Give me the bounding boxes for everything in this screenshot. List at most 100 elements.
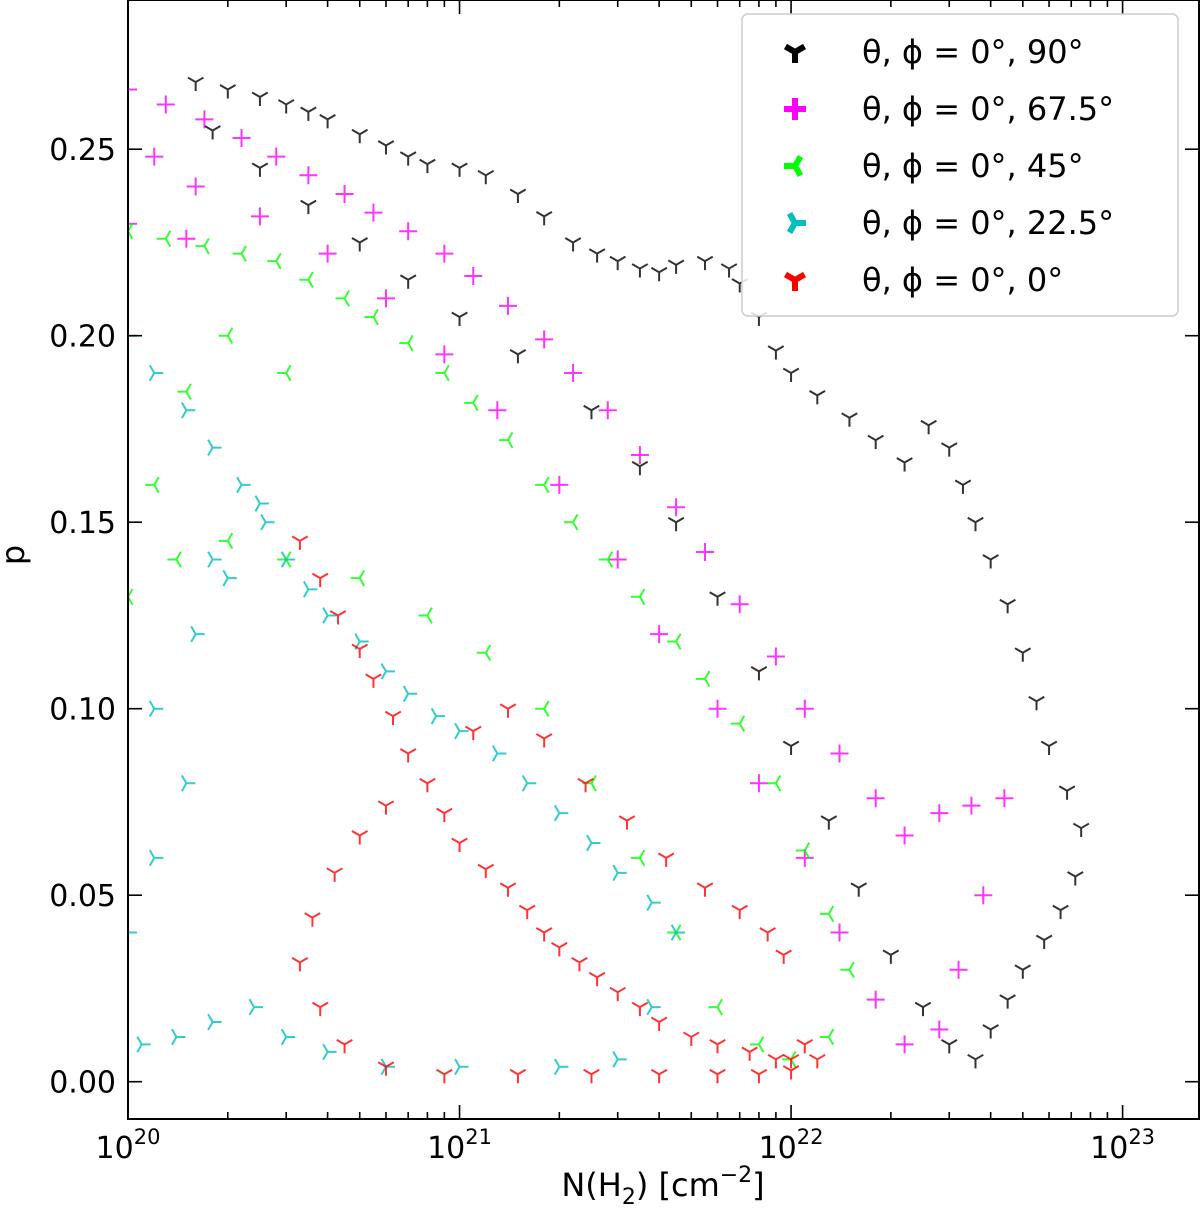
data-point [782, 1065, 800, 1080]
data-point [254, 495, 269, 512]
data-point [650, 625, 669, 644]
data-point [219, 84, 237, 99]
data-point [322, 1043, 337, 1061]
data-point [498, 431, 514, 449]
data-point [819, 905, 835, 923]
data-point [299, 271, 314, 289]
data-point [708, 699, 727, 718]
data-point [609, 986, 627, 1002]
data-point [631, 1001, 649, 1017]
data-point [491, 745, 507, 762]
x-tick-label: 1020 [96, 1125, 161, 1166]
data-point [509, 1068, 527, 1084]
data-point [577, 777, 594, 793]
data-point [583, 1068, 600, 1084]
legend-label: θ, ϕ = 0°, 45° [862, 147, 1084, 185]
data-point [1052, 904, 1069, 920]
data-point [896, 457, 913, 472]
data-point [364, 308, 379, 326]
data-point [535, 733, 553, 748]
data-point [277, 364, 292, 382]
data-point [750, 666, 768, 681]
data-point [866, 990, 885, 1009]
data-point [708, 998, 723, 1016]
data-point [841, 412, 858, 427]
data-point [630, 588, 646, 606]
data-point [695, 670, 711, 688]
data-point [999, 994, 1016, 1009]
data-point [667, 259, 685, 274]
data-point [588, 248, 606, 263]
data-point [650, 1016, 668, 1032]
data-point [267, 147, 286, 166]
data-point [1028, 695, 1045, 711]
y-tick-label: 0.15 [49, 506, 116, 541]
series-4 [291, 535, 826, 1084]
data-point [749, 774, 768, 793]
data-point [351, 830, 369, 845]
data-point [351, 237, 369, 252]
data-point [476, 644, 492, 662]
data-point [646, 998, 661, 1016]
data-point [300, 199, 317, 215]
data-point [895, 826, 914, 845]
data-point [608, 550, 627, 569]
data-layer [128, 76, 1090, 1084]
data-point [145, 147, 164, 166]
data-point [336, 1039, 353, 1054]
data-point [767, 1053, 785, 1069]
data-point [809, 1053, 826, 1069]
legend-label: θ, ϕ = 0°, 22.5° [862, 204, 1114, 242]
data-point [820, 815, 838, 830]
legend-marker [783, 43, 807, 63]
data-point [749, 1036, 765, 1053]
legend-item: θ, ϕ = 0°, 90° [783, 33, 1084, 71]
data-point [436, 1068, 453, 1084]
y-tick-labels: 0.00 0.05 0.10 0.15 0.20 0.25 [49, 133, 116, 1100]
legend-marker [784, 98, 806, 120]
data-point [940, 1039, 958, 1054]
data-point [521, 775, 537, 792]
series-3 [128, 333, 686, 1076]
data-point [260, 513, 275, 531]
y-tick-label: 0.10 [49, 693, 116, 728]
data-point [571, 956, 588, 972]
data-point [650, 266, 668, 282]
data-point [586, 834, 601, 852]
data-point [509, 188, 527, 203]
data-point [351, 643, 369, 659]
data-point [318, 244, 337, 263]
data-point [967, 1053, 984, 1069]
data-point [1058, 785, 1076, 800]
data-point [319, 113, 336, 129]
data-point [867, 434, 884, 450]
data-point [1067, 871, 1084, 886]
legend-marker [786, 211, 806, 235]
data-point [588, 971, 606, 987]
data-point [148, 364, 164, 382]
data-point [365, 673, 382, 688]
data-point [399, 222, 418, 241]
data-point [709, 1039, 726, 1054]
data-point [236, 476, 251, 494]
data-point [207, 551, 222, 568]
data-point [222, 569, 237, 587]
data-point [402, 685, 418, 703]
data-point [646, 894, 661, 911]
data-point [967, 516, 984, 532]
legend-label: θ, ϕ = 0°, 0° [862, 261, 1063, 299]
data-point [335, 184, 354, 203]
data-point [974, 886, 993, 905]
data-point [882, 949, 900, 964]
data-point [1014, 647, 1032, 662]
data-point [535, 476, 550, 494]
data-point [322, 607, 337, 624]
data-point [204, 125, 221, 140]
data-point [949, 960, 968, 979]
data-point [380, 663, 395, 680]
data-point [477, 169, 495, 185]
data-point [551, 942, 568, 957]
data-point [335, 290, 350, 307]
data-point [1040, 740, 1058, 755]
data-point [598, 401, 617, 420]
